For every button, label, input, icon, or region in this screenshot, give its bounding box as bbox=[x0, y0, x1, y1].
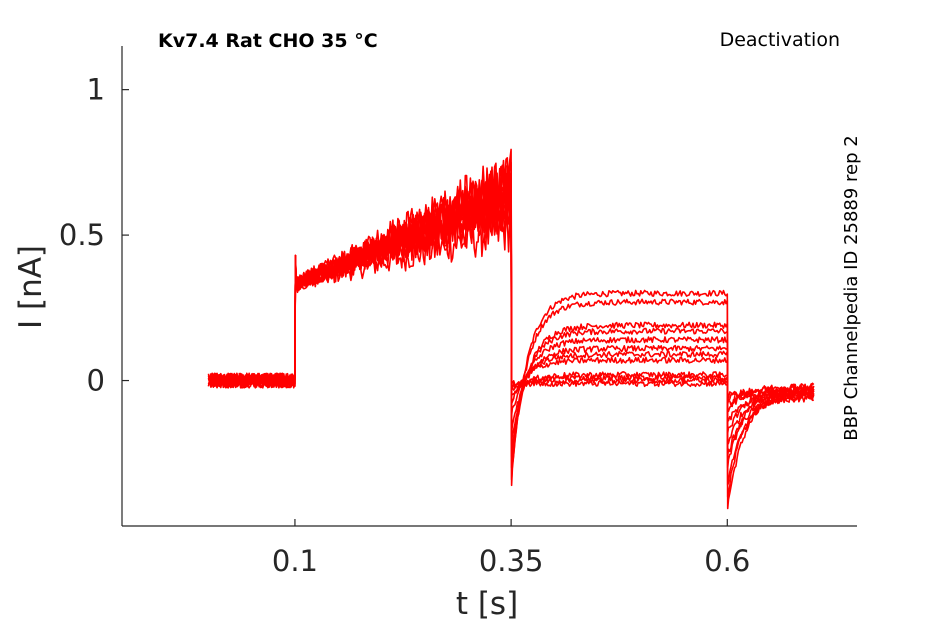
y-tick-label: 0.5 bbox=[59, 218, 105, 252]
trace-group bbox=[207, 148, 815, 510]
axes bbox=[121, 46, 857, 527]
y-tick-label: 1 bbox=[87, 73, 105, 107]
source-label: BBP Channelpedia ID 25889 rep 2 bbox=[841, 135, 862, 440]
x-tick-label: 0.1 bbox=[272, 544, 318, 578]
y-axis-label: I [nA] bbox=[13, 245, 49, 329]
x-axis-label: t [s] bbox=[456, 586, 518, 622]
protocol-label: Deactivation bbox=[720, 29, 840, 51]
chart-title: Kv7.4 Rat CHO 35 °C bbox=[158, 30, 378, 52]
tick-group: 0.1 0.35 0.6 0 0.5 1 bbox=[59, 73, 750, 578]
x-tick-label: 0.35 bbox=[479, 544, 544, 578]
y-tick-label: 0 bbox=[87, 364, 105, 398]
x-tick-label: 0.6 bbox=[704, 544, 750, 578]
current-trace bbox=[207, 148, 815, 399]
